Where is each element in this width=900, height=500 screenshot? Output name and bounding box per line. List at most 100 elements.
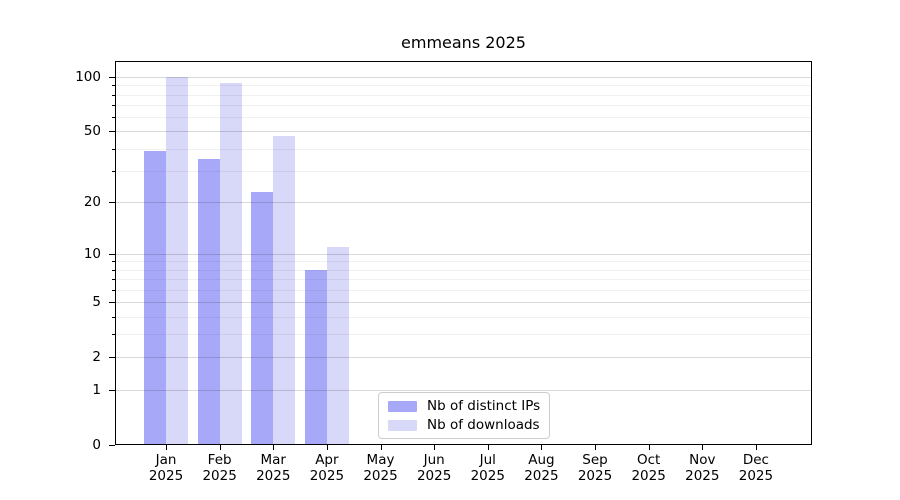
- x-tick-mar: [273, 445, 275, 450]
- y-tick-minor-3: [112, 334, 115, 336]
- y-tick-minor-80: [112, 94, 115, 96]
- x-label-month: May: [366, 452, 395, 468]
- y-tick-minor-90: [112, 85, 115, 87]
- y-gridline-minor-4: [116, 316, 811, 318]
- y-gridline-minor-60: [116, 117, 811, 119]
- x-label-year: 2025: [738, 468, 774, 484]
- y-tick-minor-7: [112, 279, 115, 281]
- y-tick-10: [109, 253, 115, 255]
- y-gridline-minor-7: [116, 279, 811, 281]
- x-tick-label-aug: Aug 2025: [509, 452, 573, 484]
- x-label-year: 2025: [256, 468, 291, 484]
- x-label-month: Jan: [155, 452, 177, 468]
- y-tick-label-2: 2: [92, 349, 101, 366]
- x-tick-label-may: May 2025: [349, 452, 413, 484]
- y-gridline-1: [116, 389, 811, 391]
- x-tick-label-mar: Mar 2025: [241, 452, 305, 484]
- y-gridline-minor-80: [116, 94, 811, 96]
- bar-downloads-jan: [166, 77, 188, 445]
- y-tick-label-10: 10: [83, 245, 101, 262]
- x-label-month: Nov: [689, 452, 716, 468]
- y-tick-minor-30: [112, 171, 115, 173]
- x-tick-label-dec: Dec 2025: [724, 452, 788, 484]
- x-tick-jul: [487, 445, 489, 450]
- y-tick-label-20: 20: [83, 194, 101, 211]
- y-gridline-minor-90: [116, 85, 811, 87]
- x-tick-label-oct: Oct 2025: [617, 452, 681, 484]
- y-tick-minor-8: [112, 269, 115, 271]
- x-tick-label-jul: Jul 2025: [456, 452, 520, 484]
- y-gridline-minor-30: [116, 171, 811, 173]
- bar-distinct-ips-apr: [304, 269, 327, 445]
- y-tick-label-5: 5: [92, 294, 101, 311]
- x-label-year: 2025: [309, 468, 345, 484]
- x-tick-sep: [595, 445, 597, 450]
- x-label-year: 2025: [470, 468, 505, 484]
- legend: Nb of distinct IPs Nb of downloads: [378, 392, 551, 439]
- y-gridline-5: [116, 302, 811, 304]
- y-gridline-minor-40: [116, 148, 811, 150]
- y-tick-minor-60: [112, 117, 115, 119]
- y-gridline-20: [116, 202, 811, 204]
- x-label-month: Jul: [479, 452, 496, 468]
- y-tick-label-1: 1: [92, 381, 101, 398]
- x-label-year: 2025: [363, 468, 398, 484]
- y-tick-minor-40: [112, 148, 115, 150]
- x-label-month: Dec: [742, 452, 769, 468]
- x-label-month: Mar: [260, 452, 286, 468]
- y-tick-1: [109, 389, 115, 391]
- y-tick-100: [109, 77, 115, 78]
- y-gridline-minor-70: [116, 105, 811, 107]
- y-tick-minor-6: [112, 289, 115, 291]
- x-tick-label-feb: Feb 2025: [188, 452, 252, 484]
- x-tick-feb: [219, 445, 221, 450]
- bar-distinct-ips-mar: [251, 191, 274, 445]
- y-gridline-100: [116, 77, 811, 78]
- y-gridline-2: [116, 357, 811, 359]
- x-label-year: 2025: [577, 468, 613, 484]
- y-gridline-50: [116, 131, 811, 133]
- legend-label-downloads: Nb of downloads: [427, 417, 540, 433]
- x-label-month: Sep: [582, 452, 608, 468]
- legend-swatch-downloads: [388, 419, 417, 431]
- y-tick-0: [109, 445, 115, 446]
- x-tick-label-sep: Sep 2025: [563, 452, 627, 484]
- x-tick-dec: [755, 445, 757, 450]
- x-tick-apr: [326, 445, 328, 450]
- legend-label-distinct-ips: Nb of distinct IPs: [427, 398, 541, 414]
- x-label-month: Apr: [315, 452, 339, 468]
- y-tick-5: [109, 302, 115, 304]
- bar-downloads-mar: [273, 136, 296, 445]
- x-label-year: 2025: [685, 468, 720, 484]
- x-tick-jan: [166, 445, 167, 450]
- bar-distinct-ips-jan: [144, 150, 166, 445]
- legend-entry-distinct-ips: Nb of distinct IPs: [388, 398, 540, 414]
- y-gridline-minor-9: [116, 261, 811, 263]
- y-tick-label-100: 100: [75, 69, 101, 85]
- x-label-year: 2025: [416, 468, 452, 484]
- y-tick-minor-9: [112, 261, 115, 263]
- y-tick-2: [109, 357, 115, 359]
- y-tick-20: [109, 202, 115, 204]
- legend-swatch-distinct-ips: [388, 400, 417, 412]
- x-label-month: Feb: [207, 452, 232, 468]
- x-tick-label-apr: Apr 2025: [295, 452, 359, 484]
- y-tick-label-0: 0: [92, 437, 101, 453]
- x-tick-label-nov: Nov 2025: [670, 452, 734, 484]
- bar-downloads-feb: [219, 82, 242, 445]
- x-tick-aug: [541, 445, 543, 450]
- y-tick-50: [109, 131, 115, 133]
- x-tick-nov: [702, 445, 704, 450]
- y-gridline-10: [116, 253, 811, 255]
- x-tick-jun: [434, 445, 436, 450]
- legend-entry-downloads: Nb of downloads: [388, 417, 540, 433]
- bar-distinct-ips-feb: [197, 159, 220, 445]
- chart-title: emmeans 2025: [401, 33, 526, 52]
- x-label-month: Oct: [636, 452, 661, 468]
- x-tick-label-jun: Jun 2025: [402, 452, 466, 484]
- x-label-year: 2025: [202, 468, 237, 484]
- x-label-year: 2025: [631, 468, 666, 484]
- x-label-year: 2025: [524, 468, 559, 484]
- x-tick-may: [380, 445, 382, 450]
